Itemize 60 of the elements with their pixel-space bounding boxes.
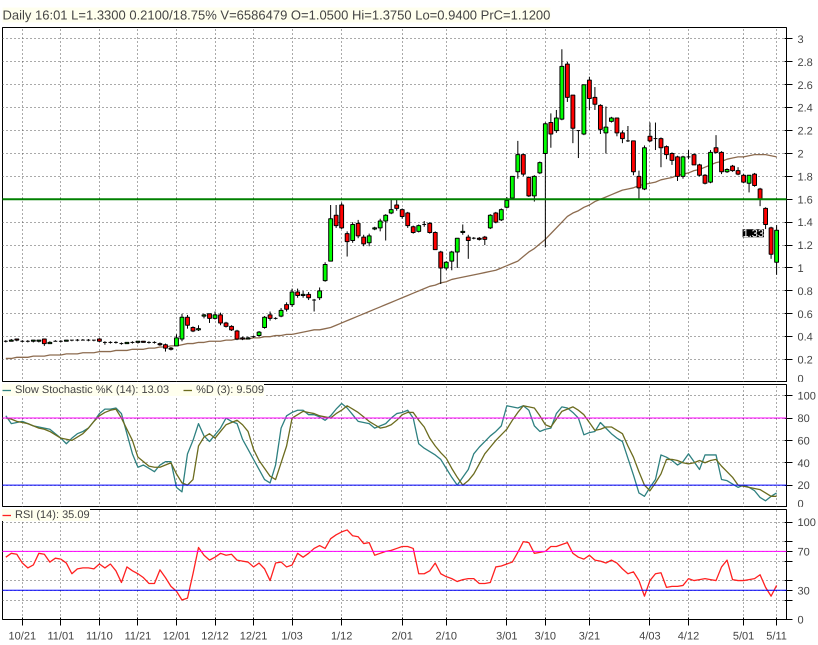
x-tick-label: 1/03	[281, 630, 303, 642]
candlestick	[278, 308, 284, 318]
y-tick-label: 60	[798, 435, 810, 448]
legend-label: %D (3): 9.509	[196, 384, 264, 396]
x-tick-label: 12/01	[162, 630, 190, 642]
y-tick-label: 2.2	[798, 126, 813, 138]
x-tick-label: 11/21	[124, 630, 152, 642]
x-tick-label: 11/10	[86, 630, 113, 642]
candlestick	[537, 160, 542, 175]
candlestick	[312, 298, 317, 312]
x-tick-label: 12/21	[240, 630, 268, 642]
x-tick-label: 3/21	[578, 630, 600, 642]
y-tick-label: 0.6	[798, 308, 813, 321]
candlestick	[317, 286, 322, 301]
x-tick-label: 4/12	[678, 630, 700, 642]
candlestick	[758, 187, 762, 207]
x-tick-label: 11/01	[48, 630, 74, 642]
x-tick-label: 2/01	[392, 630, 413, 642]
x-tick-label: 4/03	[639, 630, 661, 642]
y-tick-label: 2	[798, 148, 804, 160]
line-series	[5, 529, 778, 601]
chart-title: Daily 16:01 L=1.3300 0.2100/18.75% V=6586479 O=1.0500 Hi=1.3750 Lo=0.9400 PrC=1.1200	[2, 8, 550, 22]
y-tick-label: 2.6	[798, 80, 813, 92]
y-tick-label: 30	[798, 585, 810, 598]
y-tick-label: 80	[798, 413, 810, 426]
y-tick-label: 0	[798, 614, 804, 626]
x-tick-label: 10/21	[8, 630, 36, 642]
annotation: 1.33	[742, 228, 764, 240]
x-tick-label: 3/10	[534, 630, 556, 642]
y-tick-label: 70	[798, 546, 810, 558]
y-tick-label: 0.2	[798, 354, 813, 367]
y-tick-label: 2.8	[798, 56, 813, 69]
x-tick-label: 5/01	[732, 630, 754, 642]
candlestick	[322, 262, 328, 282]
candlestick	[504, 196, 510, 209]
y-tick-label: 100	[798, 517, 816, 530]
y-tick-label: 2.4	[798, 102, 813, 115]
y-tick-label: 100	[798, 390, 816, 403]
y-tick-label: 1.4	[798, 217, 813, 230]
candlestick	[510, 176, 515, 199]
y-tick-label: 1.6	[798, 194, 813, 206]
y-tick-label: 0.8	[798, 286, 813, 298]
x-tick-label: 12/12	[201, 630, 229, 642]
x-tick-label: 5/11	[766, 630, 787, 642]
y-tick-label: 40	[798, 458, 810, 470]
y-tick-label: 1.2	[798, 240, 813, 252]
y-tick-label: 1.8	[798, 171, 813, 184]
legend-label: Slow Stochastic %K (14): 13.03	[15, 384, 170, 396]
legend-label: RSI (14): 35.09	[15, 509, 90, 521]
candlestick	[763, 206, 768, 230]
x-tick-label: 1/12	[330, 630, 352, 642]
candlestick	[388, 198, 394, 215]
y-tick-label: 20	[798, 480, 810, 492]
x-tick-label: 2/10	[436, 630, 457, 642]
candlestick	[460, 224, 466, 236]
candlestick	[394, 198, 400, 212]
x-tick-label: 3/01	[496, 630, 518, 642]
y-tick-label: 0.4	[798, 332, 813, 344]
y-tick-label: 3	[798, 34, 804, 46]
y-tick-label: 1	[798, 262, 804, 275]
